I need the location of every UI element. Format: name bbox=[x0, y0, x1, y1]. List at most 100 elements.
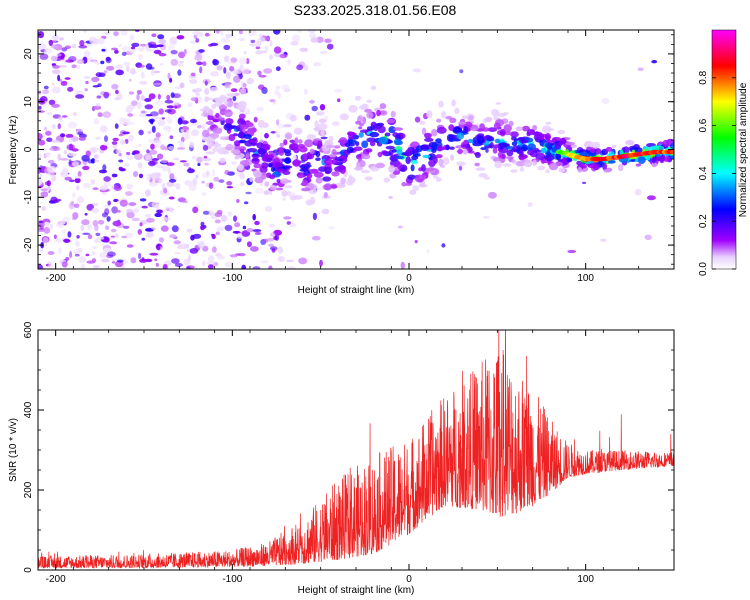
noise-speckle bbox=[170, 92, 175, 98]
ridge-blob bbox=[532, 149, 543, 153]
ridge-blob bbox=[493, 122, 501, 129]
ridge-blob bbox=[376, 109, 381, 117]
ridge-blob bbox=[355, 95, 361, 101]
ridge-blob bbox=[435, 138, 442, 144]
noise-speckle bbox=[58, 116, 63, 120]
spectrogram-y-label: Frequency (Hz) bbox=[8, 116, 19, 185]
noise-speckle bbox=[95, 136, 101, 140]
noise-speckle bbox=[297, 30, 302, 33]
noise-speckle bbox=[156, 209, 163, 214]
noise-speckle bbox=[155, 132, 161, 138]
ridge-blob bbox=[353, 166, 364, 171]
ridge-blob bbox=[472, 142, 483, 147]
ridge-blob bbox=[315, 150, 321, 158]
noise-speckle bbox=[104, 238, 110, 243]
noise-speckle bbox=[111, 141, 118, 145]
noise-speckle bbox=[316, 187, 324, 191]
ridge-blob bbox=[289, 143, 299, 151]
ridge-blob bbox=[328, 135, 334, 141]
noise-speckle bbox=[39, 173, 43, 178]
ridge-blob bbox=[370, 85, 377, 91]
noise-speckle bbox=[41, 205, 46, 211]
noise-speckle bbox=[191, 155, 198, 160]
ridge-blob bbox=[422, 154, 431, 159]
ridge-blob bbox=[457, 148, 463, 155]
noise-speckle bbox=[128, 121, 135, 125]
ridge-blob bbox=[223, 123, 233, 131]
noise-speckle bbox=[213, 176, 220, 182]
ridge-blob bbox=[390, 110, 396, 118]
noise-speckle bbox=[88, 36, 97, 44]
ridge-blob bbox=[545, 169, 550, 173]
noise-speckle bbox=[252, 213, 256, 221]
noise-speckle bbox=[137, 143, 142, 147]
ridge-blob bbox=[226, 99, 234, 108]
ridge-blob bbox=[259, 165, 268, 174]
noise-speckle bbox=[198, 49, 205, 53]
noise-speckle bbox=[273, 46, 282, 54]
ridge-blob bbox=[433, 156, 438, 164]
noise-speckle bbox=[126, 183, 133, 190]
ridge-blob bbox=[320, 129, 325, 137]
noise-speckle bbox=[146, 173, 152, 181]
ridge-blob bbox=[603, 169, 612, 173]
ridge-blob bbox=[234, 155, 239, 160]
ridge-blob bbox=[265, 172, 272, 178]
ridge-blob bbox=[253, 170, 262, 178]
noise-speckle bbox=[263, 68, 273, 74]
ridge-blob bbox=[361, 154, 371, 160]
ridge-blob bbox=[339, 155, 348, 160]
ridge-blob bbox=[247, 127, 257, 133]
ridge-blob bbox=[396, 149, 403, 155]
noise-speckle bbox=[285, 259, 295, 262]
ridge-blob bbox=[347, 176, 356, 184]
noise-speckle bbox=[95, 62, 100, 65]
ridge-blob bbox=[438, 100, 444, 108]
noise-speckle bbox=[64, 77, 71, 80]
y-tick-label: 200 bbox=[23, 481, 34, 498]
noise-speckle bbox=[232, 230, 241, 234]
noise-speckle bbox=[227, 211, 233, 217]
ridge-blob bbox=[428, 167, 435, 172]
noise-speckle bbox=[160, 144, 166, 150]
ridge-blob bbox=[324, 158, 334, 166]
noise-speckle bbox=[103, 91, 110, 99]
noise-speckle bbox=[103, 181, 111, 187]
ridge-blob bbox=[449, 117, 457, 124]
noise-speckle bbox=[122, 225, 130, 229]
noise-speckle bbox=[182, 126, 190, 131]
ridge-blob bbox=[506, 149, 514, 157]
noise-speckle bbox=[42, 243, 48, 247]
ridge-blob bbox=[486, 136, 495, 142]
noise-speckle bbox=[189, 141, 195, 148]
noise-speckle bbox=[319, 104, 326, 111]
ridge-blob bbox=[379, 103, 387, 110]
noise-speckle bbox=[111, 258, 119, 262]
ridge-blob bbox=[499, 142, 508, 148]
ridge-blob bbox=[493, 157, 502, 163]
ridge-blob bbox=[496, 113, 507, 117]
ridge-blob bbox=[292, 159, 301, 167]
noise-speckle bbox=[426, 248, 430, 254]
ridge-blob bbox=[210, 132, 220, 139]
noise-speckle bbox=[197, 163, 201, 166]
noise-speckle bbox=[266, 237, 275, 242]
noise-speckle bbox=[74, 89, 80, 96]
noise-speckle bbox=[202, 260, 206, 267]
noise-speckle bbox=[151, 158, 159, 161]
noise-speckle bbox=[111, 47, 118, 51]
noise-speckle bbox=[208, 182, 214, 189]
noise-speckle bbox=[148, 149, 158, 155]
noise-speckle bbox=[458, 165, 463, 171]
noise-speckle bbox=[179, 160, 187, 163]
ridge-blob bbox=[397, 162, 403, 170]
ridge-blob bbox=[478, 173, 488, 178]
noise-speckle bbox=[156, 153, 164, 160]
ridge-blob bbox=[576, 160, 582, 166]
noise-speckle bbox=[202, 144, 209, 151]
noise-speckle bbox=[246, 228, 254, 233]
noise-speckle bbox=[190, 97, 199, 102]
ridge-blob bbox=[254, 176, 264, 184]
noise-speckle bbox=[287, 266, 296, 269]
colorbar-gradient bbox=[711, 29, 737, 270]
